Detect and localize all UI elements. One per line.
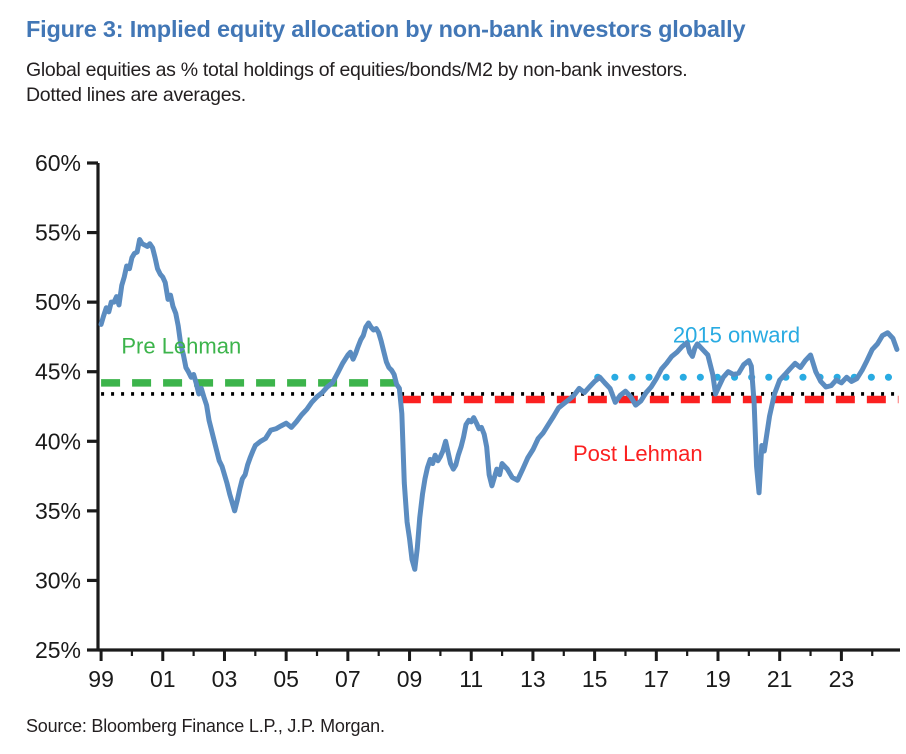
y-axis-tick-label: 25% — [35, 637, 81, 663]
x-axis-tick-label: 99 — [88, 666, 114, 692]
x-axis-tick-label: 09 — [397, 666, 423, 692]
2015-onward-label: 2015 onward — [673, 322, 800, 347]
y-axis-tick-label: 35% — [35, 498, 81, 524]
figure-subtitle-line-2: Dotted lines are averages. — [26, 84, 246, 106]
axes — [87, 161, 900, 661]
x-axis-tick-label: 21 — [767, 666, 793, 692]
pre-lehman-label: Pre Lehman — [121, 334, 241, 359]
x-axis-tick-label: 23 — [829, 666, 855, 692]
x-axis-tick-label: 17 — [644, 666, 670, 692]
chart-annotations: Pre Lehman Post Lehman 2015 onward — [121, 322, 800, 465]
figure-title: Figure 3: Implied equity allocation by n… — [26, 16, 746, 42]
figure-subtitle-line-1: Global equities as % total holdings of e… — [26, 59, 688, 81]
y-axis-tick-label: 30% — [35, 567, 81, 593]
y-axis-tick-label: 40% — [35, 428, 81, 454]
x-axis-tick-label: 03 — [212, 666, 238, 692]
reference-lines — [101, 373, 902, 404]
y-axis-tick-label: 60% — [35, 150, 81, 176]
x-axis-tick-label: 13 — [520, 666, 546, 692]
figure-subtitle: Global equities as % total holdings of e… — [26, 58, 886, 108]
x-axis-tick-label: 15 — [582, 666, 608, 692]
x-axis-tick-label: 07 — [335, 666, 361, 692]
post-lehman-label: Post Lehman — [573, 441, 703, 466]
tick-labels: 25% 30% 35% 40% 45% 50% 55% 60% 99 01 03 05 07 09 11 13… — [35, 150, 854, 692]
x-axis-tick-label: 19 — [705, 666, 731, 692]
x-axis-tick-label: 01 — [150, 666, 176, 692]
x-axis-tick-label: 05 — [273, 666, 299, 692]
x-axis-tick-label: 11 — [459, 666, 483, 692]
chart-plot: Pre Lehman Post Lehman 2015 onward 25% 30% 3… — [35, 150, 902, 692]
source-note: Source: Bloomberg Finance L.P., J.P. Mor… — [26, 716, 385, 736]
y-axis-tick-label: 45% — [35, 359, 81, 385]
data-series — [98, 237, 900, 572]
y-axis-tick-label: 55% — [35, 220, 81, 246]
series-line-implied-equity-allocation — [98, 237, 900, 572]
y-axis-tick-label: 50% — [35, 289, 81, 315]
